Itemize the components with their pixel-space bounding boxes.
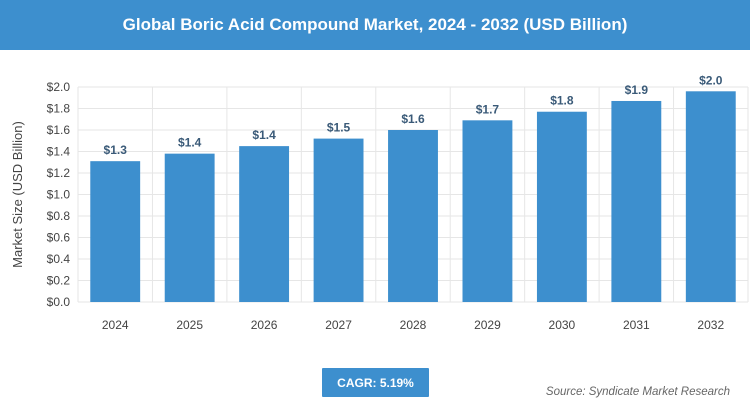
bar — [388, 130, 438, 302]
y-tick-label: $0.6 — [47, 231, 71, 245]
y-tick-label: $1.4 — [47, 145, 71, 159]
source-note: Source: Syndicate Market Research — [545, 386, 730, 398]
bar — [536, 111, 587, 302]
chart-title: Global Boric Acid Compound Market, 2024 … — [122, 15, 628, 34]
data-label: $1.7 — [476, 102, 500, 116]
data-label: $1.3 — [104, 143, 128, 157]
data-label: $1.6 — [401, 112, 425, 126]
bar — [462, 120, 513, 302]
bar-chart: $0.0 $0.2 $0.4 $0.6 $0.8 $1.0 $1.2 $1.4 $1.6 $1.8… — [10, 73, 749, 332]
bar — [611, 100, 662, 302]
data-label: $1.9 — [625, 83, 649, 97]
bar — [685, 91, 736, 302]
data-label: $1.8 — [550, 94, 574, 108]
y-tick-label: $1.6 — [47, 123, 71, 137]
x-tick-label: 2030 — [549, 318, 576, 332]
y-tick-label: $0.2 — [47, 274, 71, 288]
x-tick-label: 2031 — [623, 318, 650, 332]
x-tick-label: 2027 — [325, 318, 352, 332]
x-tick-label: 2024 — [102, 318, 129, 332]
data-label: $2.0 — [699, 73, 723, 87]
y-tick-label: $0.0 — [47, 295, 71, 309]
data-label: $1.4 — [178, 136, 202, 150]
y-tick-label: $2.0 — [47, 80, 71, 94]
bar — [313, 138, 364, 302]
y-tick-label: $1.2 — [47, 166, 71, 180]
y-tick-label: $1.0 — [47, 188, 71, 202]
bar — [90, 161, 141, 302]
data-label: $1.5 — [327, 121, 351, 135]
y-tick-label: $0.8 — [47, 209, 71, 223]
y-tick-label: $0.4 — [47, 252, 71, 266]
chart-title-bar: Global Boric Acid Compound Market, 2024 … — [0, 0, 750, 50]
x-tick-label: 2028 — [400, 318, 427, 332]
y-tick-label: $1.8 — [47, 102, 71, 116]
x-tick-label: 2029 — [474, 318, 501, 332]
cagr-badge: CAGR: 5.19% — [322, 368, 429, 397]
x-tick-label: 2026 — [251, 318, 278, 332]
bar — [239, 146, 290, 302]
x-tick-label: 2025 — [176, 318, 203, 332]
x-tick-label: 2032 — [697, 318, 724, 332]
data-label: $1.4 — [252, 128, 276, 142]
bar — [164, 153, 215, 302]
cagr-label: CAGR: 5.19% — [337, 375, 414, 390]
chart-area: $0.0 $0.2 $0.4 $0.6 $0.8 $1.0 $1.2 $1.4 $1.6 $1.8… — [0, 50, 750, 350]
y-axis-title: Market Size (USD Billion) — [10, 121, 25, 268]
